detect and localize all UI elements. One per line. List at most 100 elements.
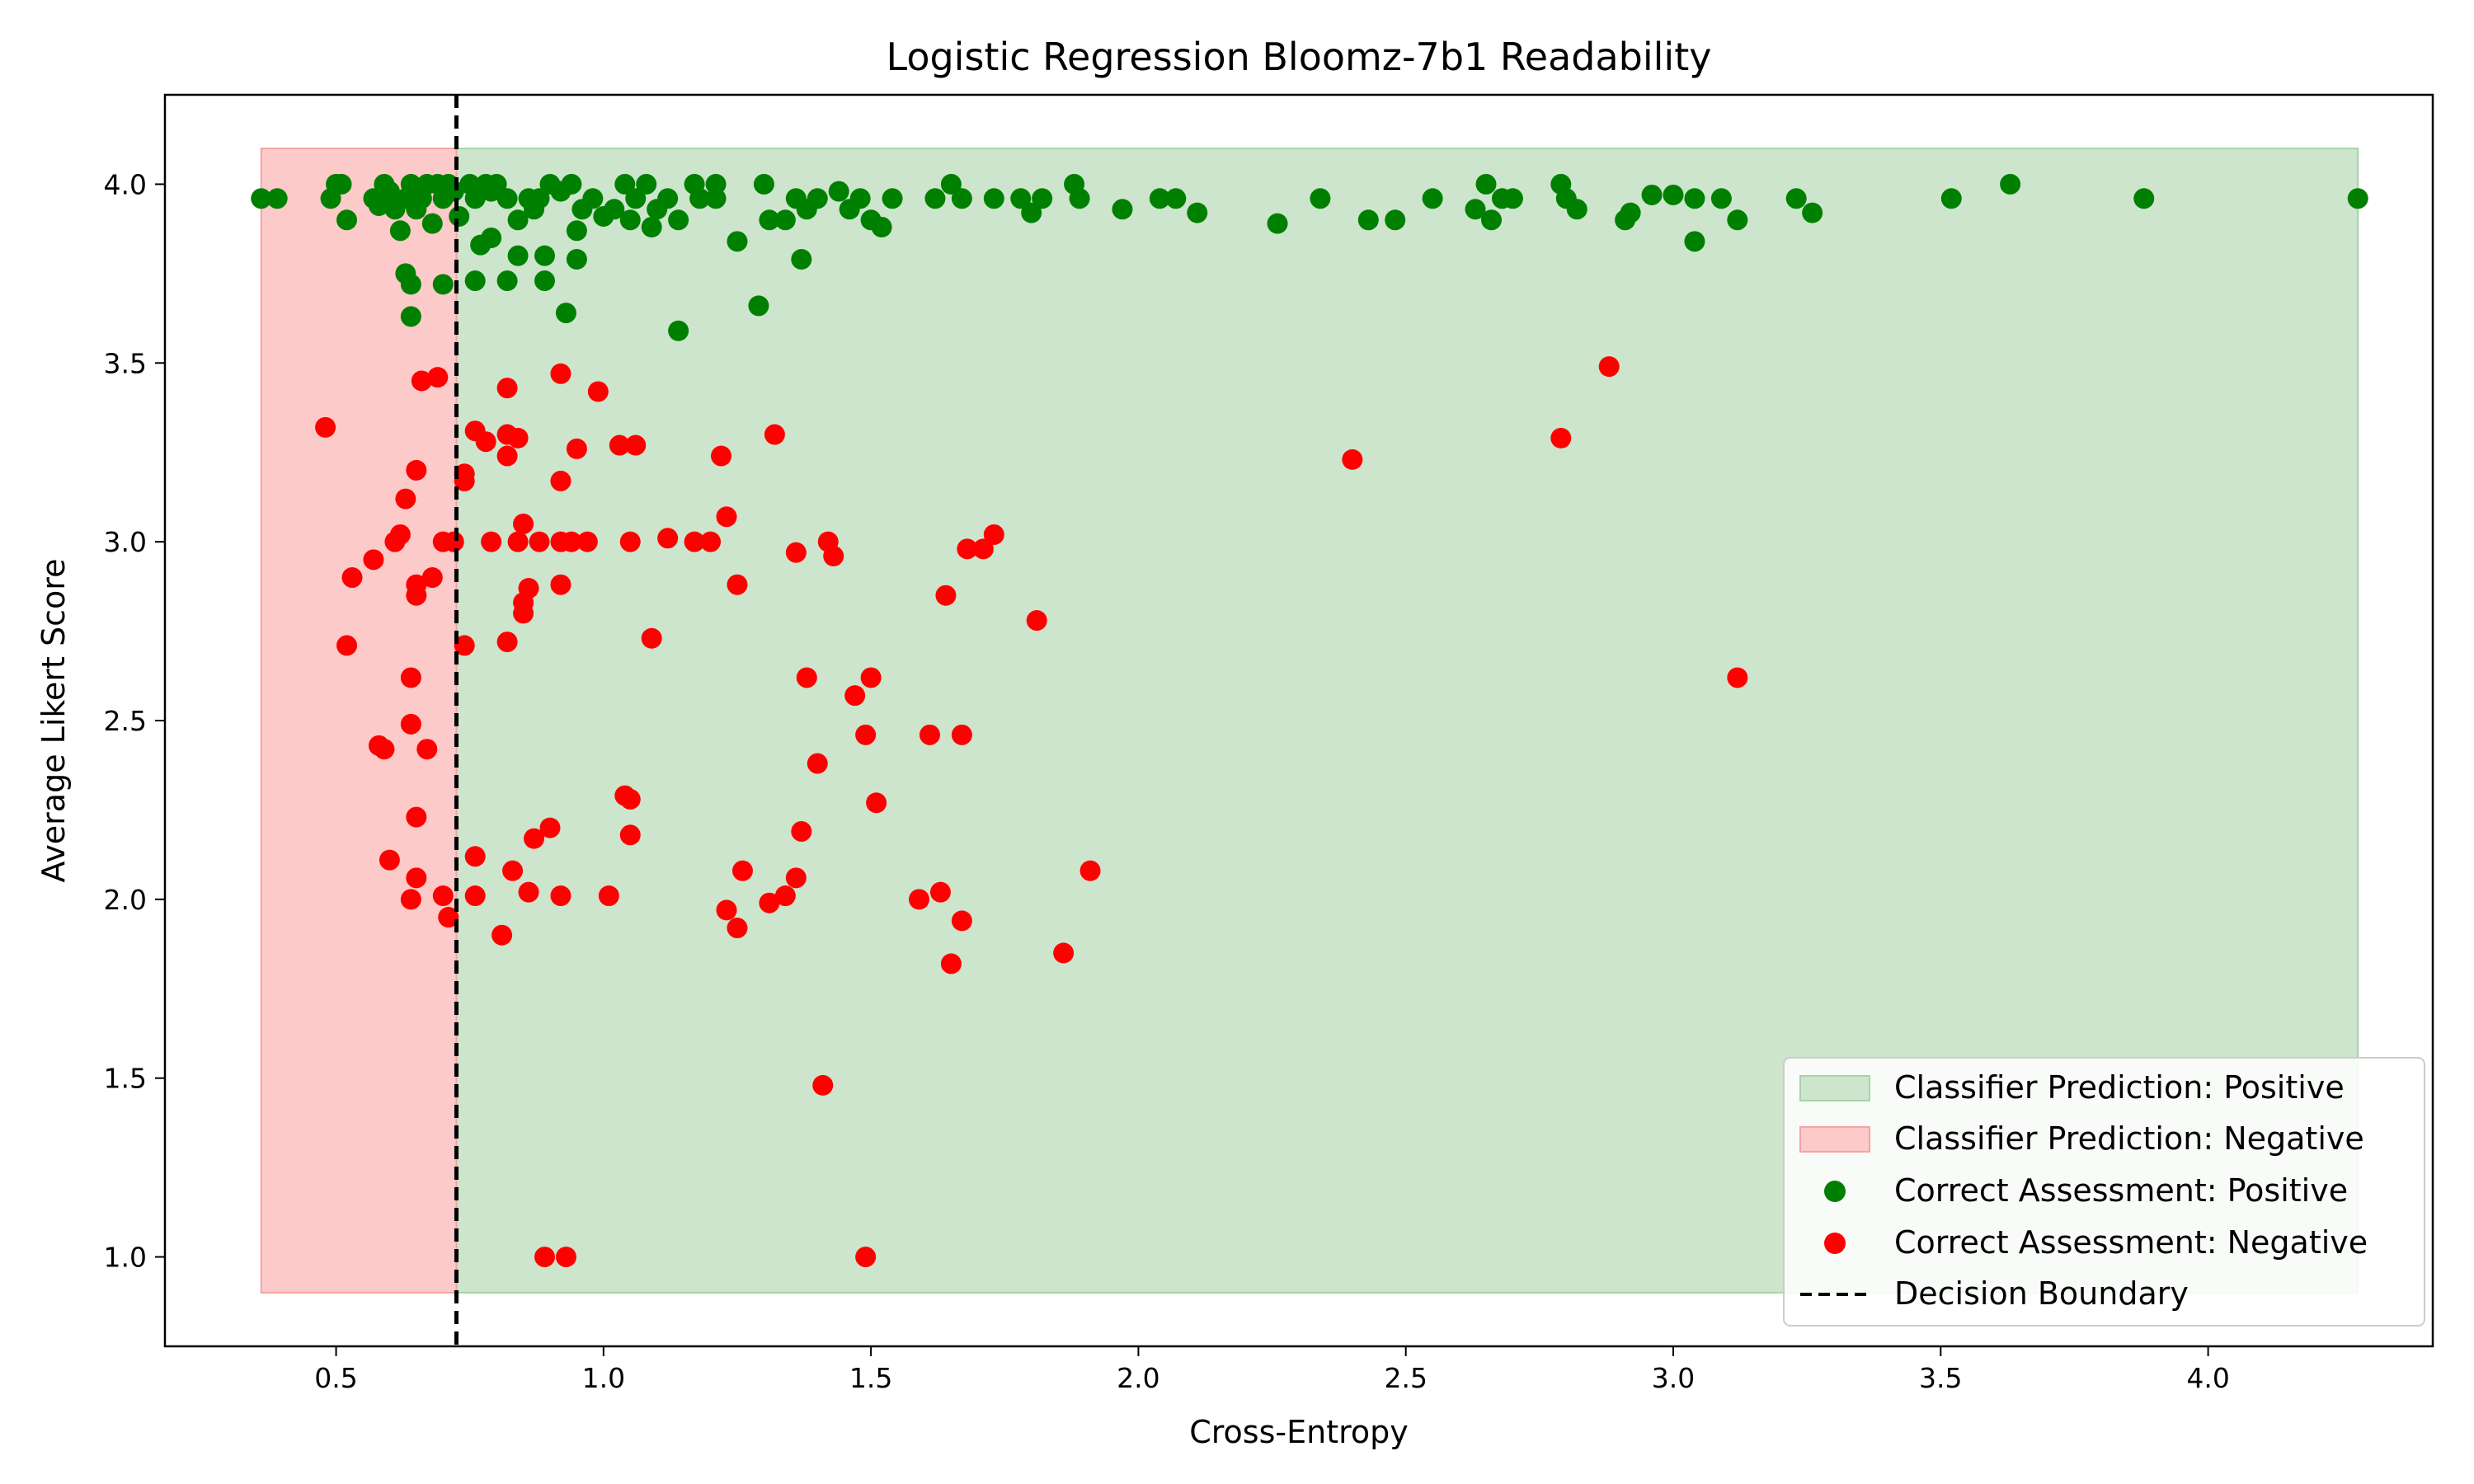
data-point-positive	[507, 209, 529, 231]
data-point-positive	[828, 181, 849, 202]
data-point-positive	[1069, 188, 1090, 209]
data-point-negative	[625, 434, 647, 456]
data-point-positive	[1566, 199, 1587, 220]
data-point-positive	[1010, 188, 1032, 209]
data-point-positive	[400, 274, 421, 295]
data-point-negative	[940, 953, 962, 974]
data-point-negative	[1053, 942, 1075, 964]
data-point-positive	[1187, 202, 1208, 223]
data-point-negative	[421, 567, 443, 589]
data-point-negative	[823, 545, 844, 566]
data-point-negative	[416, 739, 438, 760]
data-point-positive	[705, 173, 727, 195]
data-point-negative	[711, 445, 732, 467]
data-point-positive	[849, 188, 871, 209]
data-point-positive	[251, 188, 272, 209]
data-point-negative	[550, 885, 571, 907]
data-point-negative	[587, 381, 609, 402]
data-point-positive	[882, 188, 903, 209]
legend-swatch-negative-region	[1799, 1126, 1870, 1153]
x-tick-label: 1.0	[582, 1362, 625, 1394]
data-point-negative	[807, 753, 828, 774]
data-point-negative	[529, 531, 550, 552]
data-point-negative	[454, 635, 475, 656]
data-point-negative	[812, 1074, 834, 1096]
data-point-positive	[1385, 209, 1406, 231]
data-point-negative	[379, 849, 400, 871]
data-point-negative	[502, 860, 524, 881]
data-point-negative	[619, 531, 641, 552]
data-point-positive	[368, 195, 389, 216]
data-point-negative	[855, 724, 877, 745]
data-point-positive	[1032, 188, 1053, 209]
data-point-positive	[449, 205, 470, 227]
data-point-negative	[561, 531, 582, 552]
data-point-positive	[1357, 209, 1379, 231]
data-point-positive	[791, 249, 812, 270]
y-tick-label: 3.5	[104, 347, 147, 379]
legend-marker-negative	[1824, 1233, 1846, 1254]
data-point-positive	[464, 188, 486, 209]
data-point-positive	[807, 188, 828, 209]
data-point-positive	[1502, 188, 1523, 209]
data-point-positive	[464, 270, 486, 292]
data-point-negative	[507, 427, 529, 448]
data-point-negative	[443, 531, 464, 552]
data-point-positive	[871, 216, 892, 237]
data-point-positive	[1727, 209, 1748, 231]
data-point-positive	[1422, 188, 1443, 209]
data-point-positive	[1663, 184, 1684, 205]
data-point-positive	[266, 188, 288, 209]
data-point-negative	[764, 424, 785, 445]
data-point-positive	[668, 320, 689, 341]
data-point-negative	[983, 524, 1004, 545]
data-point-positive	[432, 274, 454, 295]
data-point-negative	[481, 531, 502, 552]
data-point-negative	[550, 470, 571, 491]
data-point-positive	[1641, 184, 1663, 205]
data-point-negative	[534, 1247, 555, 1268]
y-tick-label: 1.0	[104, 1242, 147, 1274]
data-point-negative	[598, 885, 619, 907]
data-point-negative	[518, 578, 539, 599]
data-point-positive	[705, 188, 727, 209]
data-point-positive	[689, 188, 711, 209]
data-point-positive	[1165, 188, 1187, 209]
data-point-positive	[619, 209, 641, 231]
data-point-positive	[641, 216, 662, 237]
data-point-negative	[1727, 667, 1748, 688]
data-point-positive	[566, 220, 587, 242]
data-point-negative	[935, 585, 957, 606]
data-point-positive	[727, 231, 748, 252]
data-point-positive	[625, 188, 647, 209]
data-point-positive	[331, 173, 352, 195]
data-point-negative	[550, 574, 571, 595]
data-point-negative	[513, 513, 534, 534]
data-point-positive	[1684, 231, 1705, 252]
data-point-negative	[518, 881, 539, 903]
legend: Classifier Prediction: Positive Classifi…	[1783, 1057, 2425, 1327]
data-point-negative	[432, 885, 454, 907]
data-point-negative	[860, 667, 882, 688]
data-point-negative	[406, 585, 427, 606]
data-point-positive	[1021, 202, 1042, 223]
data-point-negative	[454, 470, 475, 491]
data-point-positive	[421, 213, 443, 234]
data-point-negative	[785, 867, 807, 889]
data-point-negative	[492, 924, 513, 946]
y-tick-label: 2.5	[104, 705, 147, 737]
data-point-negative	[524, 828, 545, 849]
data-point-negative	[774, 885, 796, 907]
data-point-negative	[374, 739, 395, 760]
y-tick-label: 2.0	[104, 884, 147, 916]
data-point-negative	[609, 434, 630, 456]
legend-label-negative-points: Correct Assessment: Negative	[1894, 1224, 2368, 1261]
data-point-negative	[731, 860, 753, 881]
data-point-negative	[555, 1247, 576, 1268]
data-point-positive	[2347, 188, 2368, 209]
data-point-positive	[1465, 199, 1486, 220]
y-tick-label: 1.5	[104, 1063, 147, 1095]
data-point-positive	[529, 188, 550, 209]
data-point-negative	[464, 846, 486, 867]
data-point-negative	[919, 724, 940, 745]
